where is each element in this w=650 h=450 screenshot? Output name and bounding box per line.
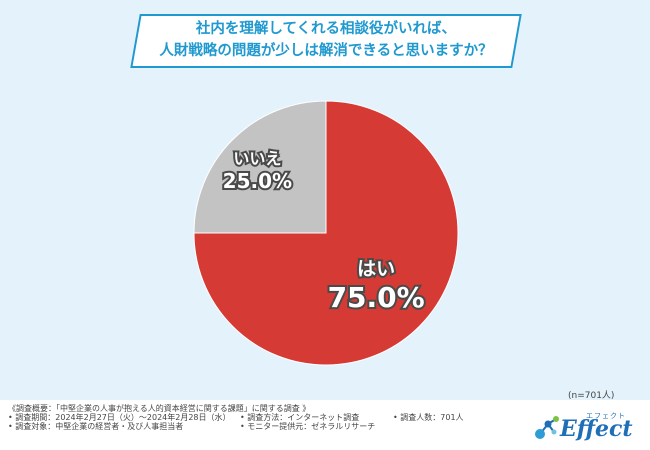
survey-title: 《調査概要：「中堅企業の人事が抱える人的資本経営に関する課題」に関する調査 》	[8, 404, 311, 413]
slice-value: 75.0%	[326, 279, 427, 316]
pie-label-no: いいえ 25.0%	[197, 145, 317, 195]
molecule-icon	[535, 416, 559, 439]
pie-slice-yes	[193, 100, 459, 366]
pie-chart	[193, 100, 459, 366]
slice-value: 25.0%	[221, 167, 294, 195]
question-line-1: 社内を理解してくれる相談役がいれば、	[195, 21, 457, 37]
survey-method: • 調査方法：インターネット調査	[240, 413, 360, 423]
survey-provider: • モニター提供元：ゼネラルリサーチ	[240, 422, 376, 432]
slice-name: いいえ	[231, 147, 283, 170]
chart-panel: 社内を理解してくれる相談役がいれば、 人財戦略の問題が少しは解消できると思います…	[0, 0, 650, 401]
effect-logo: エフェクト Effect	[532, 410, 642, 446]
pie-label-yes: はい 75.0%	[316, 254, 436, 316]
survey-period: • 調査期間：2024年2月27日（火）～2024年2月28日（水）	[8, 413, 231, 423]
question-line-2: 人財戦略の問題が少しは解消できると思いますか？	[159, 43, 493, 59]
pie-slice-no	[193, 100, 327, 234]
slice-name: はい	[355, 256, 397, 282]
logo-kana: エフェクト	[586, 412, 626, 420]
survey-target: • 調査対象：中堅企業の経営者・及び人事担当者	[8, 422, 184, 432]
survey-count: • 調査人数：701人	[393, 413, 464, 423]
question-title: 社内を理解してくれる相談役がいれば、 人財戦略の問題が少しは解消できると思います…	[135, 18, 517, 62]
logo-word: Effect	[560, 416, 633, 442]
sample-size: (n=701人)	[568, 391, 615, 401]
